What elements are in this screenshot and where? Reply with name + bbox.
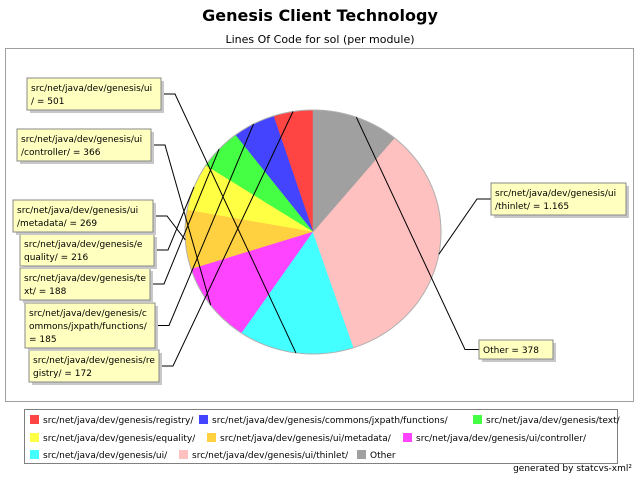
slice-label-text: src/net/java/dev/genesis/e	[24, 240, 143, 250]
legend-label: src/net/java/dev/genesis/ui/metadata/	[220, 434, 391, 444]
legend-swatch	[30, 450, 39, 459]
slice-label-text: = 185	[29, 335, 57, 345]
slice-label-text: src/net/java/dev/genesis/c	[29, 309, 147, 319]
slice-label-text: quality/ = 216	[24, 253, 89, 263]
pie-chart: src/net/java/dev/genesis/re gistry/ = 172…	[12, 77, 629, 385]
legend: src/net/java/dev/genesis/registry/src/ne…	[24, 409, 620, 464]
label-leader-line	[151, 144, 212, 306]
legend-label: src/net/java/dev/genesis/equality/	[43, 434, 196, 444]
label-leader-line	[155, 123, 254, 326]
label-leader-line	[355, 116, 479, 350]
slice-label-box	[16, 128, 152, 162]
legend-swatch	[357, 450, 366, 459]
slice-label-text: src/net/java/dev/genesis/re	[33, 356, 155, 366]
slice-label-text: /controller/ = 366	[21, 148, 101, 158]
slice-label-text: /metadata/ = 269	[17, 219, 97, 229]
slice-label-text: src/net/java/dev/genesis/ui	[495, 189, 616, 199]
slice-label-box	[19, 233, 155, 267]
chart-title: Genesis Client Technology	[202, 6, 438, 25]
slice-label-text: gistry/ = 172	[33, 369, 92, 379]
slice-label-box	[12, 199, 154, 233]
legend-label: Other	[370, 451, 396, 461]
label-leader-line	[154, 186, 195, 251]
legend-swatch	[403, 433, 412, 442]
legend-label: src/net/java/dev/genesis/ui/thinlet/	[192, 451, 349, 461]
legend-label: src/net/java/dev/genesis/ui/controller/	[416, 434, 587, 444]
legend-swatch	[30, 415, 39, 424]
slice-label-text: src/net/java/dev/genesis/te	[24, 274, 146, 284]
legend-item: src/net/java/dev/genesis/commons/jxpath/…	[199, 415, 448, 426]
label-leader-line	[150, 148, 220, 285]
legend-item: src/net/java/dev/genesis/equality/	[30, 433, 195, 444]
legend-label: src/net/java/dev/genesis/text/	[486, 416, 620, 426]
slice-label-box	[24, 302, 156, 349]
legend-label: src/net/java/dev/genesis/commons/jxpath/…	[212, 416, 448, 426]
footer-credit: generated by statcvs-xml²	[513, 464, 632, 474]
legend-swatch	[30, 433, 39, 442]
legend-item: src/net/java/dev/genesis/ui/thinlet/	[179, 450, 348, 461]
slice-label-text: src/net/java/dev/genesis/ui	[17, 206, 138, 216]
slice-label-text: Other = 378	[483, 346, 539, 356]
slice-label-text: xt/ = 188	[24, 287, 67, 297]
legend-swatch	[199, 415, 208, 424]
slice-label-box	[490, 182, 627, 216]
slice-label-box	[478, 339, 554, 360]
legend-item: src/net/java/dev/genesis/ui/	[30, 450, 167, 461]
legend-swatch	[207, 433, 216, 442]
legend-item: Other	[357, 450, 396, 461]
slice-label-text: /thinlet/ = 1.165	[495, 202, 569, 212]
chart-subtitle: Lines Of Code for sol (per module)	[225, 33, 415, 46]
legend-swatch	[179, 450, 188, 459]
label-leader-line	[438, 198, 491, 255]
label-leader-line	[159, 111, 294, 367]
slice-label-box	[19, 267, 151, 301]
legend-item: src/net/java/dev/genesis/ui/controller/	[403, 433, 586, 444]
legend-item: src/net/java/dev/genesis/registry/	[30, 415, 193, 426]
legend-swatch	[473, 415, 482, 424]
legend-item: src/net/java/dev/genesis/ui/metadata/	[207, 433, 391, 444]
label-leader-line	[153, 215, 186, 241]
slice-label-text: ommons/jxpath/functions/	[29, 322, 148, 332]
slice-label-text: src/net/java/dev/genesis/ui	[21, 135, 142, 145]
slice-label-box	[28, 349, 160, 383]
slice-label-box	[26, 77, 162, 111]
label-leader-line	[161, 93, 297, 354]
slice-label-text: src/net/java/dev/genesis/ui	[31, 84, 152, 94]
slice-label-text: / = 501	[31, 97, 64, 107]
legend-label: src/net/java/dev/genesis/registry/	[43, 416, 194, 426]
legend-item: src/net/java/dev/genesis/text/	[473, 415, 620, 426]
legend-label: src/net/java/dev/genesis/ui/	[43, 451, 168, 461]
